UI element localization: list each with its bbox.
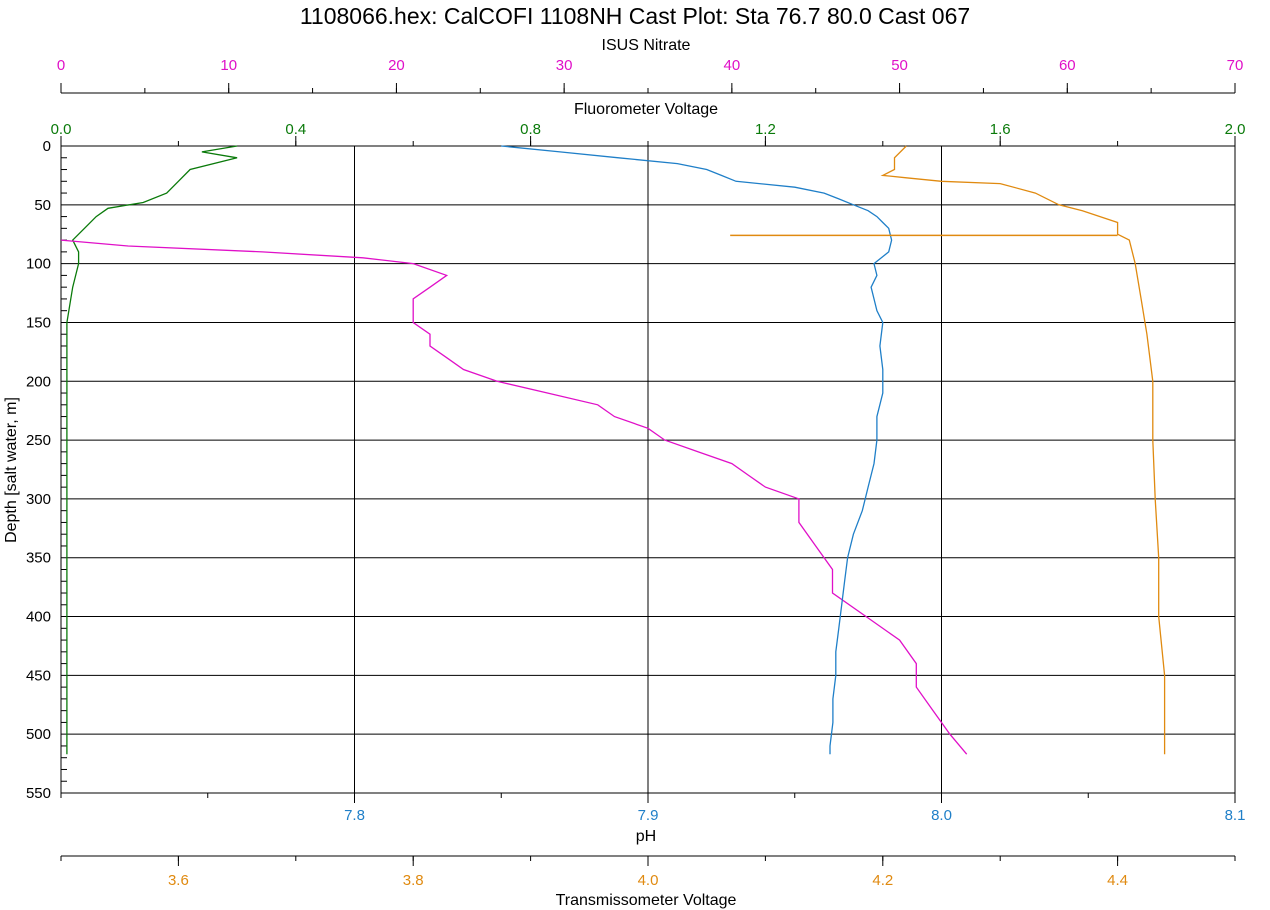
depth-tick-label: 100: [26, 256, 51, 273]
depth-tick-label: 300: [26, 491, 51, 508]
depth-tick-label: 0: [43, 138, 51, 155]
fluorometer-axis-title: Fluorometer Voltage: [574, 101, 718, 118]
nitrate-tick-label: 0: [57, 57, 65, 74]
transmissometer-tick-label: 3.8: [403, 872, 424, 889]
nitrate-tick-label: 30: [556, 57, 573, 74]
axes-layer: 0 10 20 30 40 50 60 70 0.0 0.4 0.8 1.2 1.6 2.0 7.8 7.9 8…: [26, 57, 1245, 889]
ph-profile-line: [501, 145, 893, 755]
nitrate-axis-title: ISUS Nitrate: [602, 37, 691, 54]
depth-tick-label: 200: [26, 373, 51, 390]
fluorometer-tick-label: 0.8: [520, 121, 541, 138]
depth-tick-label: 500: [26, 726, 51, 743]
grid-layer: [61, 145, 1236, 793]
transmissometer-tick-label: 4.4: [1107, 872, 1128, 889]
nitrate-tick-label: 40: [724, 57, 741, 74]
nitrate-tick-label: 70: [1227, 57, 1244, 74]
nitrate-tick-label: 60: [1059, 57, 1076, 74]
ph-tick-label: 8.0: [931, 807, 952, 824]
fluorometer-tick-label: 2.0: [1225, 121, 1246, 138]
depth-axis-title: Depth [salt water, m]: [3, 397, 20, 543]
transmissometer-axis-title: Transmissometer Voltage: [556, 892, 737, 909]
chart-title: 1108066.hex: CalCOFI 1108NH Cast Plot: S…: [300, 3, 970, 29]
depth-tick-label: 400: [26, 609, 51, 626]
nitrate-tick-label: 10: [220, 57, 237, 74]
depth-tick-label: 250: [26, 432, 51, 449]
nitrate-profile-line: [60, 239, 968, 755]
ph-tick-label: 8.1: [1225, 807, 1246, 824]
ph-tick-label: 7.9: [638, 807, 659, 824]
depth-tick-label: 150: [26, 314, 51, 331]
nitrate-tick-label: 50: [891, 57, 908, 74]
fluorometer-tick-label: 1.2: [755, 121, 776, 138]
depth-tick-label: 550: [26, 785, 51, 802]
transmissometer-tick-label: 3.6: [168, 872, 189, 889]
depth-tick-label: 450: [26, 667, 51, 684]
depth-tick-label: 350: [26, 550, 51, 567]
ph-axis-title: pH: [636, 828, 656, 845]
ph-tick-label: 7.8: [344, 807, 365, 824]
fluorometer-tick-label: 0.0: [51, 121, 72, 138]
transmissometer-tick-label: 4.0: [638, 872, 659, 889]
transmissometer-profile-line: [880, 145, 1166, 755]
transmissometer-tick-label: 4.2: [872, 872, 893, 889]
fluorometer-profile-line: [66, 145, 238, 755]
depth-tick-label: 50: [34, 197, 51, 214]
fluorometer-tick-label: 1.6: [990, 121, 1011, 138]
nitrate-tick-label: 20: [388, 57, 405, 74]
fluorometer-tick-label: 0.4: [285, 121, 306, 138]
series-layer: [60, 145, 1166, 755]
